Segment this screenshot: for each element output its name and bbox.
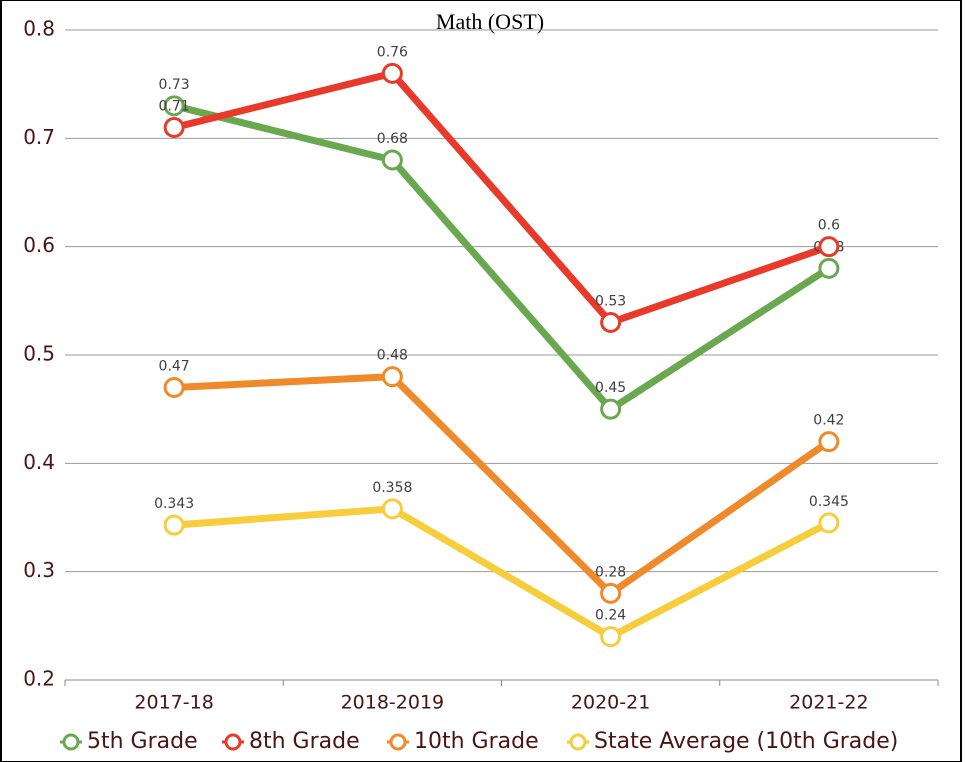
data-label: 0.343 (154, 496, 194, 512)
y-tick-label: 0.3 (23, 558, 55, 582)
legend-marker (569, 733, 587, 751)
data-label: 0.76 (377, 44, 408, 60)
y-tick-label: 0.4 (23, 450, 55, 474)
legend-marker (389, 733, 407, 751)
legend-label: 8th Grade (249, 729, 360, 754)
legend-marker (224, 733, 242, 751)
data-label: 0.73 (159, 77, 190, 93)
point (381, 62, 403, 84)
data-label: 0.6 (818, 218, 840, 234)
series-line (173, 102, 831, 413)
y-tick-label: 0.7 (23, 125, 55, 149)
data-label: 0.68 (377, 131, 408, 147)
x-tick-label: 2020-21 (571, 692, 650, 714)
point (600, 312, 622, 333)
point (381, 366, 403, 388)
y-tick-label: 0.6 (23, 233, 55, 257)
data-label: 0.53 (595, 294, 626, 310)
legend-marker (62, 733, 80, 751)
point (381, 149, 403, 171)
legend-label: 10th Grade (414, 729, 539, 754)
series-line (173, 69, 831, 326)
data-label: 0.42 (813, 413, 844, 429)
point (163, 117, 185, 138)
point (818, 257, 840, 279)
point (381, 498, 403, 520)
point (818, 431, 840, 453)
data-label: 0.28 (595, 564, 626, 580)
point (163, 377, 185, 398)
point (163, 95, 185, 117)
y-tick-label: 0.8 (23, 17, 55, 41)
series-line (173, 373, 831, 597)
data-label: 0.48 (377, 348, 408, 364)
series-line (173, 505, 831, 641)
point (600, 582, 622, 604)
x-tick-label: 2021-22 (789, 692, 868, 714)
x-tick-label: 2017-18 (134, 692, 213, 714)
legend-label: 5th Grade (87, 729, 198, 754)
point (600, 398, 622, 420)
point (818, 236, 840, 258)
point (818, 512, 840, 534)
point (163, 514, 185, 536)
data-label: 0.345 (809, 494, 849, 510)
point (600, 626, 622, 648)
data-label: 0.358 (372, 480, 412, 496)
y-tick-label: 0.5 (23, 342, 55, 366)
legend-label: State Average (10th Grade) (594, 729, 898, 754)
y-tick-label: 0.2 (23, 667, 55, 691)
data-label: 0.47 (159, 359, 190, 375)
data-label: 0.24 (595, 608, 626, 624)
x-tick-label: 2018-2019 (341, 692, 445, 714)
data-label: 0.71 (159, 99, 190, 115)
data-label: 0.45 (595, 380, 626, 396)
